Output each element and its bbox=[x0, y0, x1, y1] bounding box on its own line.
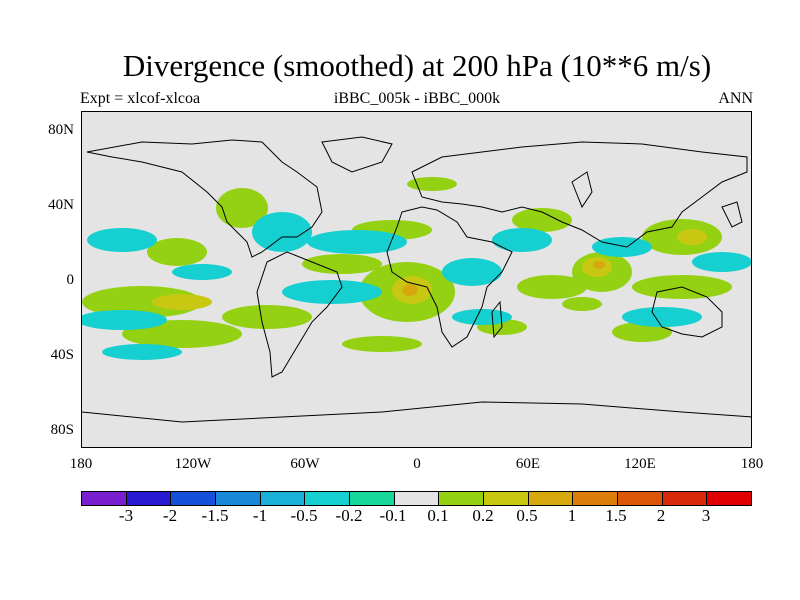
divergence-map bbox=[81, 111, 752, 448]
colorbar-swatch bbox=[573, 492, 619, 505]
colorbar-swatch bbox=[305, 492, 351, 505]
colorbar-label: -1 bbox=[252, 506, 268, 525]
lat-label-80s: 80S bbox=[50, 422, 74, 438]
positive-divergence-blobs bbox=[82, 177, 732, 352]
colorbar-label: 3 bbox=[701, 506, 711, 525]
colorbar-label: 1.5 bbox=[605, 506, 627, 525]
experiment-label: Expt = xlcof-xlcoa bbox=[80, 90, 201, 107]
colorbar-swatch bbox=[350, 492, 395, 505]
peak-positive-cores bbox=[402, 261, 605, 296]
colorbar-swatch bbox=[618, 492, 663, 505]
colorbar-label: -0.1 bbox=[379, 506, 407, 525]
colorbar-swatch bbox=[126, 492, 172, 505]
colorbar-swatch bbox=[82, 492, 127, 505]
lat-label-40n: 40N bbox=[48, 197, 74, 213]
coastlines bbox=[82, 136, 751, 423]
colorbar bbox=[81, 491, 752, 506]
lon-label-0: 0 bbox=[413, 456, 421, 472]
colorbar-swatch bbox=[260, 492, 306, 505]
colorbar-label: 0.1 bbox=[427, 506, 449, 525]
lon-label-180e: 180 bbox=[740, 456, 764, 472]
map-canvas bbox=[82, 136, 751, 423]
colorbar-label: -0.5 bbox=[290, 506, 318, 525]
lon-label-120e: 120E bbox=[624, 456, 656, 472]
colorbar-label: 0.5 bbox=[516, 506, 538, 525]
lat-label-eq: 0 bbox=[66, 272, 75, 288]
negative-divergence-blobs bbox=[82, 212, 751, 360]
colorbar-label: -0.2 bbox=[335, 506, 363, 525]
lon-label-60e: 60E bbox=[515, 456, 541, 472]
colorbar-label: 2 bbox=[656, 506, 666, 525]
lat-label-40s: 40S bbox=[50, 347, 74, 363]
lon-label-180w: 180 bbox=[69, 456, 93, 472]
colorbar-label: 0.2 bbox=[472, 506, 494, 525]
colorbar-label: 1 bbox=[567, 506, 577, 525]
lat-label-80n: 80N bbox=[48, 122, 74, 138]
colorbar-swatch bbox=[707, 492, 752, 505]
lon-label-60w: 60W bbox=[290, 456, 320, 472]
colorbar-label: -2 bbox=[162, 506, 178, 525]
colorbar-swatch bbox=[662, 492, 708, 505]
season-label: ANN bbox=[718, 90, 753, 107]
case-difference-label: iBBC_005k - iBBC_000k bbox=[333, 90, 501, 107]
colorbar-swatch bbox=[484, 492, 529, 505]
colorbar-label: -3 bbox=[118, 506, 134, 525]
colorbar-label: -1.5 bbox=[201, 506, 229, 525]
colorbar-swatch bbox=[528, 492, 574, 505]
colorbar-swatch bbox=[394, 492, 440, 505]
colorbar-swatch bbox=[216, 492, 261, 505]
colorbar-swatch bbox=[171, 492, 217, 505]
plot-title: Divergence (smoothed) at 200 hPa (10**6 … bbox=[122, 48, 712, 83]
colorbar-swatch bbox=[439, 492, 485, 505]
lon-label-120w: 120W bbox=[174, 456, 212, 472]
